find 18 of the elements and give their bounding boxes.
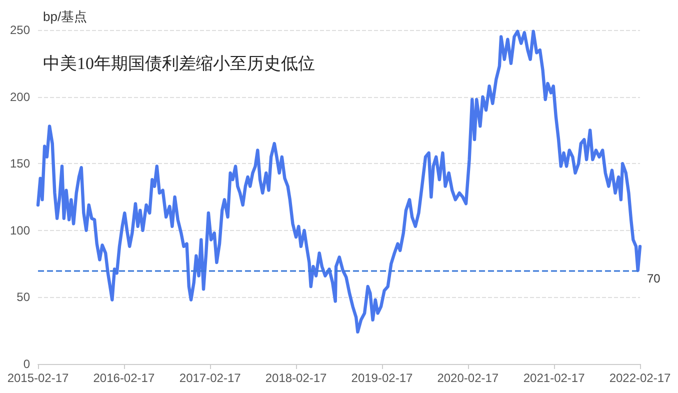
x-tick-label: 2015-02-17: [7, 371, 70, 385]
y-tick-label: 150: [10, 156, 30, 171]
y-axis-title: bp/基点: [43, 9, 88, 24]
y-tick-label: 200: [10, 90, 30, 104]
y-tick-label: 100: [10, 223, 30, 238]
y-tick-label: 50: [16, 290, 30, 304]
x-tick-label: 2020-02-17: [437, 371, 499, 385]
x-tick-label: 2022-02-17: [609, 371, 672, 385]
x-tick-label: 2017-02-17: [179, 371, 242, 385]
x-tick-label: 2021-02-17: [523, 371, 586, 385]
line-series: [36, 30, 642, 334]
y-tick-label: 0: [23, 357, 30, 371]
x-tick-label: 2016-02-17: [93, 371, 155, 385]
x-tick-label: 2018-02-17: [265, 371, 328, 385]
ref-line-label: 70: [647, 271, 661, 286]
x-tick-label: 2019-02-17: [351, 371, 413, 385]
y-tick-label: 250: [10, 23, 30, 37]
text: 中美10年期国债利差缩小至历史低位: [43, 54, 315, 73]
